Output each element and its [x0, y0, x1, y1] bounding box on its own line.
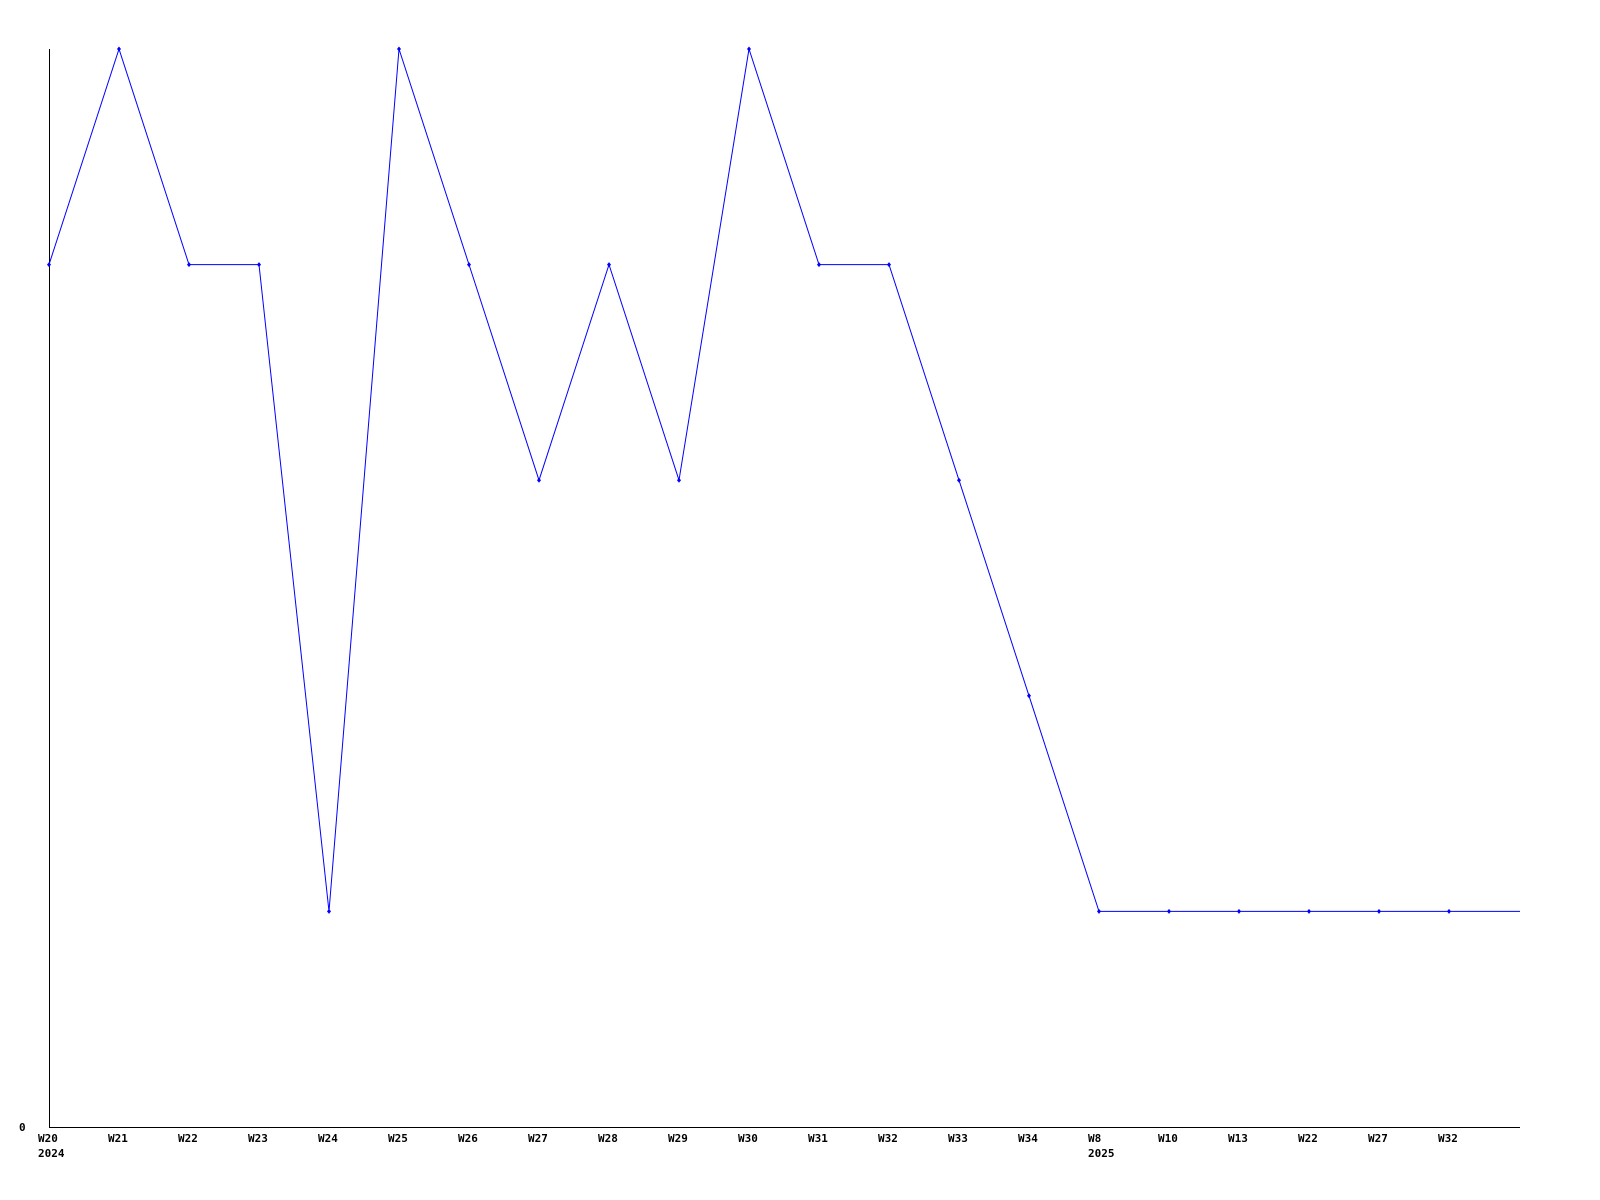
x-tick-label: W33 [948, 1132, 968, 1145]
x-tick-label: W24 [318, 1132, 338, 1145]
x-tick-label: W30 [738, 1132, 758, 1145]
x-tick-label: W20 [38, 1132, 58, 1145]
y-tick-labels: 0 [19, 1121, 26, 1134]
series-line [47, 46, 1520, 914]
x-tick-label: W22 [178, 1132, 198, 1145]
x-year-label: 2024 [38, 1147, 65, 1160]
data-point [957, 477, 961, 483]
y-tick-label: 0 [19, 1121, 26, 1134]
data-point [187, 262, 191, 268]
x-tick-label: W25 [388, 1132, 408, 1145]
x-tick-label: W32 [878, 1132, 898, 1145]
x-year-label: 2025 [1088, 1147, 1115, 1160]
data-point [1097, 908, 1101, 914]
x-tick-labels: W20 W21 W22 W23 W24 W25 W26 W27 W28 W29 W30 W31 W32 W… [38, 1132, 1458, 1160]
x-tick-label: W27 [1368, 1132, 1388, 1145]
x-tick-label: W8 [1088, 1132, 1101, 1145]
x-tick-label: W29 [668, 1132, 688, 1145]
x-tick-label: W32 [1438, 1132, 1458, 1145]
x-tick-label: W10 [1158, 1132, 1178, 1145]
data-point [467, 262, 471, 268]
x-tick-label: W28 [598, 1132, 618, 1145]
x-tick-label: W23 [248, 1132, 268, 1145]
x-tick-label: W31 [808, 1132, 828, 1145]
x-tick-label: W13 [1228, 1132, 1248, 1145]
data-point [1377, 908, 1381, 914]
data-point [607, 262, 611, 268]
data-point [1167, 908, 1171, 914]
x-tick-label: W34 [1018, 1132, 1038, 1145]
data-point [257, 262, 261, 268]
data-point [117, 46, 121, 52]
data-point [1027, 693, 1031, 699]
data-point [677, 477, 681, 483]
axes [49, 49, 1520, 1128]
data-point [747, 46, 751, 52]
data-point [397, 46, 401, 52]
x-tick-label: W22 [1298, 1132, 1318, 1145]
x-tick-label: W27 [528, 1132, 548, 1145]
data-point [1447, 908, 1451, 914]
data-point [327, 908, 331, 914]
x-tick-label: W21 [108, 1132, 128, 1145]
data-point [47, 262, 51, 268]
data-point [1237, 908, 1241, 914]
x-tick-label: W26 [458, 1132, 478, 1145]
data-point [537, 477, 541, 483]
series-path [48, 47, 1520, 912]
data-point [817, 262, 821, 268]
data-point [887, 262, 891, 268]
data-point [1307, 908, 1311, 914]
